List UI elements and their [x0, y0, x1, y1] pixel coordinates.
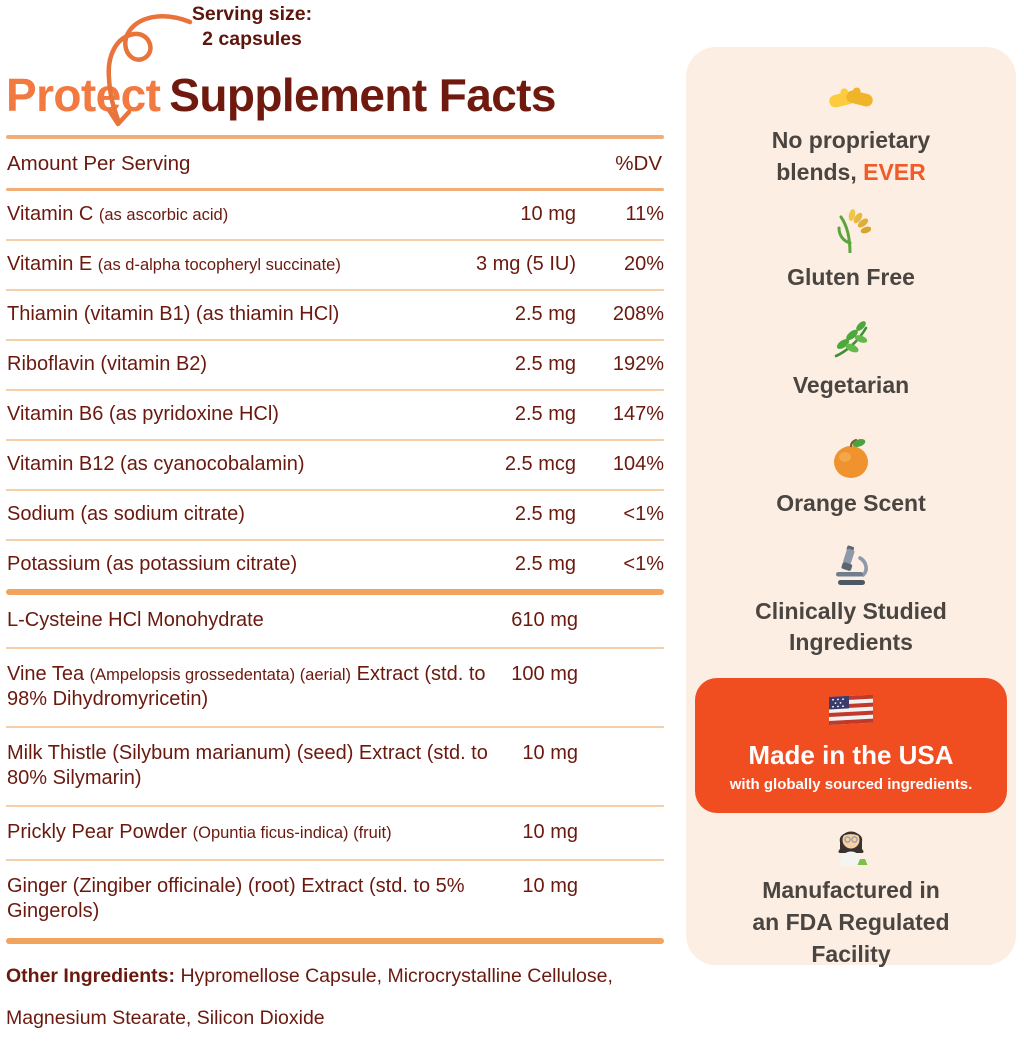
ingredient-dv: 104% — [612, 452, 664, 475]
ingredient-amount: 10 mg — [522, 874, 578, 897]
table-row: Vine Tea (Ampelopsis grossedentata) (aer… — [6, 646, 664, 726]
table-row: Vitamin B12 (as cyanocobalamin) 2.5 mcg 10… — [6, 438, 664, 489]
badge-label: Gluten Free — [787, 264, 915, 291]
badge-fda-facility: Manufactured in an FDA Regulated Facilit… — [749, 822, 954, 970]
made-in-usa-card: Made in the USA with globally sourced in… — [695, 678, 1007, 814]
divider-header — [6, 187, 664, 191]
ingredient-name: Milk Thistle (Silybum marianum) (seed) E… — [7, 741, 488, 789]
supplement-facts-panel: Serving size: 2 capsules Protect Suppleme… — [6, 2, 664, 1059]
usa-card-subtitle: with globally sourced ingredients. — [729, 776, 973, 794]
divider-top — [6, 134, 664, 139]
ingredient-name: Vitamin E (as d-alpha tocopheryl succina… — [7, 252, 341, 275]
vitamins-section: Vitamin C (as ascorbic acid) 10 mg 11% Vita… — [6, 191, 664, 589]
serving-size-line2: 2 capsules — [202, 28, 302, 51]
badge-label: Vegetarian — [792, 372, 910, 399]
badge-label: Orange Scent — [776, 489, 926, 516]
tangerine-icon — [831, 437, 871, 479]
ingredient-name: Vine Tea (Ampelopsis grossedentata) (aer… — [7, 662, 486, 710]
table-row: Prickly Pear Powder (Opuntia ficus-indic… — [6, 804, 664, 859]
other-ingredients: Other Ingredients: Hypromellose Capsule,… — [6, 956, 630, 1040]
ingredient-amount: 10 mg — [522, 741, 578, 764]
handshake-icon — [828, 80, 874, 116]
other-ingredients-label: Other Ingredients: — [6, 964, 176, 987]
ingredient-name: Thiamin (vitamin B1) (as thiamin HCl) — [7, 302, 340, 325]
ingredient-amount: 3 mg (5 IU) — [475, 252, 576, 275]
ingredient-amount: 2.5 mcg — [504, 452, 576, 475]
table-header: Amount Per Serving %DV — [6, 139, 664, 188]
title-rest: Supplement Facts — [169, 68, 556, 121]
ingredient-amount: 2.5 mg — [514, 502, 576, 525]
features-panel: No proprietary blends, EVER Gluten Free — [686, 47, 1016, 967]
ingredient-name: Vitamin B6 (as pyridoxine HCl) — [7, 402, 279, 425]
badge-no-proprietary-blends: No proprietary blends, EVER — [745, 80, 957, 188]
badge-label: No proprietary blends, — [771, 127, 931, 185]
ingredient-name: Riboflavin (vitamin B2) — [7, 352, 208, 375]
ingredient-name: Potassium (as potassium citrate) — [7, 552, 298, 575]
ingredient-name: L-Cysteine HCl Monohydrate — [7, 608, 264, 631]
badge-label: Manufactured in an FDA Regulated Facilit… — [752, 877, 950, 967]
ingredient-name: Sodium (as sodium citrate) — [7, 502, 245, 525]
table-row: Vitamin E (as d-alpha tocopheryl succina… — [6, 238, 664, 289]
ingredient-amount: 10 mg — [522, 820, 578, 843]
us-flag-icon — [828, 694, 874, 732]
ingredient-dv: 11% — [625, 202, 664, 225]
brand-name: Protect — [6, 68, 161, 121]
botanicals-section: L-Cysteine HCl Monohydrate 610 mg Vine Tea… — [6, 595, 664, 938]
usa-card-title: Made in the USA — [748, 740, 954, 771]
badge-label: Clinically Studied Ingredients — [755, 597, 947, 656]
serving-size-line1: Serving size: — [191, 3, 313, 25]
ingredient-amount: 10 mg — [520, 202, 576, 225]
woman-scientist-icon — [831, 822, 871, 867]
table-row: L-Cysteine HCl Monohydrate 610 mg — [6, 595, 664, 647]
ingredient-amount: 610 mg — [511, 608, 578, 631]
header-dv: %DV — [615, 151, 662, 175]
page-title: Protect Supplement Facts — [6, 68, 664, 122]
badge-vegetarian: Vegetarian — [793, 321, 909, 402]
ingredient-dv: 147% — [612, 402, 664, 425]
table-row: Potassium (as potassium citrate) 2.5 mg <1… — [6, 538, 664, 589]
ingredient-amount: 2.5 mg — [514, 552, 576, 575]
serving-size: Serving size: 2 capsules — [172, 2, 332, 53]
ingredient-amount: 2.5 mg — [514, 402, 576, 425]
ingredient-dv: 20% — [623, 252, 664, 275]
ingredient-name: Ginger (Zingiber officinale) (root) Extr… — [7, 874, 465, 922]
table-row: Sodium (as sodium citrate) 2.5 mg <1% — [6, 488, 664, 539]
header-amount-per-serving: Amount Per Serving — [7, 151, 191, 175]
ingredient-amount: 2.5 mg — [514, 352, 576, 375]
ingredient-amount: 100 mg — [511, 662, 578, 685]
divider-section-2 — [6, 937, 664, 944]
ingredient-name: Vitamin B12 (as cyanocobalamin) — [7, 452, 305, 475]
ingredient-dv: <1% — [623, 502, 664, 525]
ingredient-name: Prickly Pear Powder (Opuntia ficus-indic… — [7, 820, 392, 843]
badge-label-accent: EVER — [863, 158, 926, 185]
microscope-icon — [830, 545, 872, 587]
ingredient-name: Vitamin C (as ascorbic acid) — [7, 202, 229, 225]
table-row: Thiamin (vitamin B1) (as thiamin HCl) 2.5… — [6, 288, 664, 339]
badge-gluten-free: Gluten Free — [787, 209, 915, 294]
table-row: Milk Thistle (Silybum marianum) (seed) E… — [6, 725, 664, 805]
ingredient-dv: 208% — [612, 302, 664, 325]
table-row: Riboflavin (vitamin B2) 2.5 mg 192% — [6, 338, 664, 389]
badge-orange-scent: Orange Scent — [776, 437, 926, 520]
ingredient-dv: <1% — [623, 552, 664, 575]
table-row: Vitamin C (as ascorbic acid) 10 mg 11% — [6, 191, 664, 239]
ingredient-amount: 2.5 mg — [514, 302, 576, 325]
table-row: Vitamin B6 (as pyridoxine HCl) 2.5 mg 147% — [6, 388, 664, 439]
sheaf-of-rice-icon — [831, 209, 872, 255]
ingredient-dv: 192% — [612, 352, 664, 375]
badge-clinically-studied: Clinically Studied Ingredients — [729, 545, 974, 659]
herb-icon — [830, 321, 872, 361]
table-row: Ginger (Zingiber officinale) (root) Extr… — [6, 858, 664, 938]
curly-arrow-icon — [106, 14, 193, 127]
divider-section-1 — [6, 588, 664, 595]
